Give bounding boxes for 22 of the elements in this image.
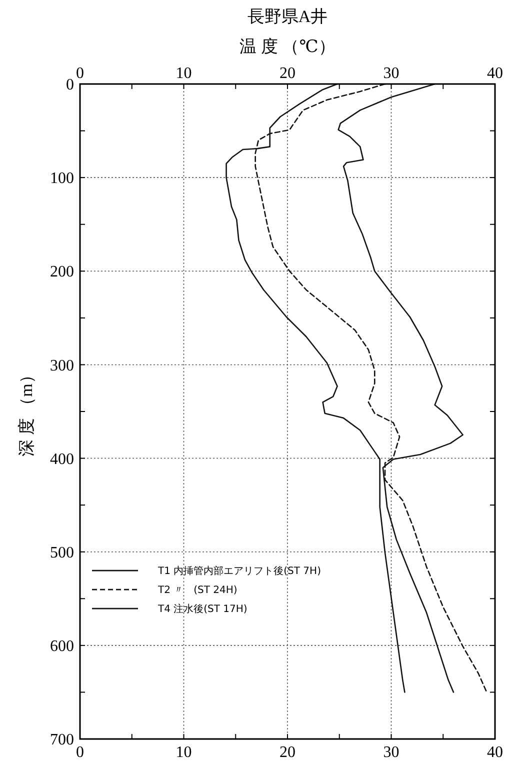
x2-axis-title: 温 度 （℃） bbox=[240, 37, 336, 56]
x2-tick-label: 40 bbox=[487, 744, 503, 761]
x2-tick-label: 10 bbox=[176, 744, 192, 761]
y-tick-label: 600 bbox=[50, 638, 74, 656]
x-tick-label: 40 bbox=[487, 65, 503, 82]
y-tick-label: 700 bbox=[50, 732, 74, 749]
legend-label: T4 注水後(ST 17H) bbox=[157, 603, 248, 616]
y-tick-label: 100 bbox=[50, 170, 74, 188]
x2-tick-label: 20 bbox=[280, 744, 296, 761]
chart-title: 長野県A井 bbox=[247, 7, 328, 26]
y-tick-label: 500 bbox=[50, 544, 74, 562]
y-axis-title: 深 度 （m） bbox=[17, 366, 36, 456]
x-tick-label: 30 bbox=[383, 65, 400, 82]
x2-tick-label: 30 bbox=[383, 744, 400, 761]
legend-label: T1 内挿管内部エアリフト後(ST 7H) bbox=[157, 565, 322, 578]
x-tick-label: 10 bbox=[176, 65, 192, 82]
y-tick-label: 0 bbox=[66, 76, 74, 94]
x-tick-label: 20 bbox=[280, 65, 296, 82]
y-tick-label: 200 bbox=[50, 264, 74, 281]
legend-label: T2 〃 (ST 24H) bbox=[157, 585, 238, 596]
y-tick-label: 400 bbox=[50, 450, 74, 468]
y-tick-label: 300 bbox=[50, 357, 74, 374]
